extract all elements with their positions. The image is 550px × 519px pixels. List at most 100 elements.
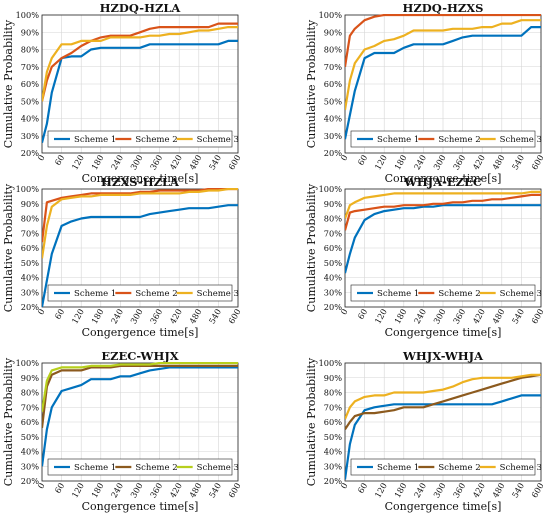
x-tick-label: 300: [128, 481, 144, 500]
plot-frame: [41, 188, 239, 308]
y-tick-label: 30%: [21, 287, 39, 297]
y-tick-label: 20%: [324, 148, 342, 158]
x-tick-label: 420: [470, 481, 486, 500]
chart-title: WHJA-EZEC: [403, 175, 482, 189]
x-tick-label: 480: [490, 153, 506, 172]
legend-entry-label: Scheme 3: [500, 289, 542, 299]
legend-entry-label: Scheme 1: [74, 463, 116, 473]
x-axis-label: Congergence time[s]: [385, 500, 502, 513]
x-tick-label: 120: [69, 153, 85, 172]
x-tick-label: 480: [187, 307, 203, 326]
chart-title: HZDQ-HZXS: [403, 1, 484, 15]
y-tick-label: 90%: [324, 27, 342, 37]
x-tick-label: 180: [89, 481, 105, 500]
x-tick-label: 540: [207, 307, 223, 326]
x-tick-label: 120: [372, 481, 388, 500]
x-tick-label: 120: [69, 307, 85, 326]
x-axis-label: Congergence time[s]: [385, 172, 502, 185]
x-tick-label: 360: [451, 307, 467, 326]
y-tick-label: 70%: [324, 62, 342, 72]
legend: Scheme 1 Scheme 2 Scheme 3: [47, 130, 239, 148]
legend-entry-label: Scheme 3: [197, 463, 239, 473]
legend-box: [350, 130, 536, 148]
x-tick-label: 180: [89, 307, 105, 326]
x-tick-label: 420: [167, 307, 183, 326]
x-tick-label: 60: [52, 481, 66, 495]
y-tick-label: 40%: [21, 273, 39, 283]
y-axis-label: Cumulative Probability: [2, 183, 15, 312]
x-tick-label: 540: [207, 481, 223, 500]
x-tick-label: 480: [490, 481, 506, 500]
chart-panel-6: 20% 30% 40% 50% 60% 70% 80% 90% 100% 0 60 120 180 240…: [305, 349, 546, 513]
y-tick-label: 50%: [21, 432, 39, 442]
series-line-scheme-2: [42, 188, 238, 243]
x-tick-label: 540: [510, 307, 526, 326]
y-tick-label: 50%: [324, 432, 342, 442]
legend-box: [47, 130, 233, 148]
series-line-scheme-3: [42, 362, 238, 412]
chart-title: HZXS-HZLA: [101, 175, 180, 189]
x-tick-label: 480: [187, 153, 203, 172]
y-tick-label: 20%: [21, 302, 39, 312]
x-tick-label: 240: [109, 307, 125, 326]
x-tick-label: 240: [412, 153, 428, 172]
legend-entry-label: Scheme 2: [135, 289, 177, 299]
y-tick-label: 60%: [21, 417, 39, 427]
y-tick-label: 60%: [324, 79, 342, 89]
x-tick-label: 240: [412, 307, 428, 326]
x-tick-label: 540: [207, 153, 223, 172]
y-axis-label: Cumulative Probability: [305, 183, 318, 312]
y-tick-label: 40%: [21, 447, 39, 457]
series-line-scheme-1: [42, 39, 238, 143]
y-tick-label: 80%: [324, 45, 342, 55]
chart-panel-5: 20% 30% 40% 50% 60% 70% 80% 90% 100% 0 60 120 180 240…: [2, 349, 243, 513]
y-tick-label: 30%: [21, 131, 39, 141]
x-tick-label: 600: [226, 481, 242, 500]
y-tick-label: 30%: [324, 461, 342, 471]
y-tick-label: 90%: [324, 199, 342, 209]
x-tick-label: 0: [338, 153, 349, 163]
x-tick-label: 420: [167, 153, 183, 172]
x-tick-label: 360: [451, 481, 467, 500]
legend-entry-label: Scheme 3: [197, 135, 239, 145]
y-tick-label: 80%: [324, 388, 342, 398]
legend-entry-label: Scheme 1: [377, 463, 419, 473]
y-tick-label: 70%: [324, 402, 342, 412]
series-line-scheme-3: [42, 26, 238, 102]
x-tick-label: 180: [392, 307, 408, 326]
x-tick-label: 360: [148, 153, 164, 172]
legend-entry-label: Scheme 3: [500, 135, 542, 145]
series-line-scheme-2: [345, 193, 541, 231]
plot-frame: [344, 362, 542, 482]
y-axis-label: Cumulative Probability: [305, 357, 318, 486]
series-line-scheme-3: [345, 190, 541, 219]
y-tick-label: 60%: [324, 417, 342, 427]
x-tick-label: 420: [167, 481, 183, 500]
y-tick-label: 80%: [21, 214, 39, 224]
y-tick-label: 100%: [16, 184, 40, 194]
y-tick-label: 60%: [21, 243, 39, 253]
y-tick-label: 20%: [324, 476, 342, 486]
y-tick-label: 60%: [21, 79, 39, 89]
y-tick-label: 100%: [319, 358, 343, 368]
plot-frame: [344, 188, 542, 308]
y-tick-label: 100%: [16, 10, 40, 20]
series-line-scheme-2: [42, 22, 238, 102]
y-tick-label: 80%: [21, 388, 39, 398]
series-line-scheme-2: [345, 373, 541, 431]
x-tick-label: 300: [128, 307, 144, 326]
x-tick-label: 600: [529, 307, 545, 326]
x-axis-label: Congergence time[s]: [82, 500, 199, 513]
x-tick-label: 240: [109, 481, 125, 500]
legend-entry-label: Scheme 1: [74, 289, 116, 299]
x-tick-label: 120: [69, 481, 85, 500]
x-tick-label: 240: [109, 153, 125, 172]
y-tick-label: 70%: [21, 62, 39, 72]
x-tick-label: 420: [470, 307, 486, 326]
legend-entry-label: Scheme 2: [135, 135, 177, 145]
y-axis-label: Cumulative Probability: [2, 19, 15, 148]
legend-entry-label: Scheme 2: [135, 463, 177, 473]
chart-panel-3: 20% 30% 40% 50% 60% 70% 80% 90% 100% 0 60 120 180 240…: [2, 175, 243, 339]
y-tick-label: 90%: [21, 373, 39, 383]
